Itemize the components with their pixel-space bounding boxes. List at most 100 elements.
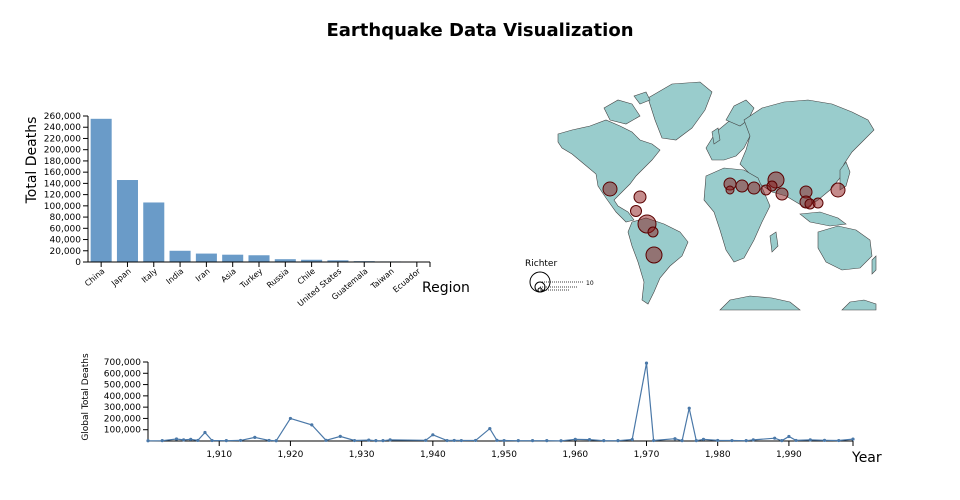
- bar-y-tick-label: 60,000: [50, 224, 82, 234]
- quake-marker: [775, 187, 789, 201]
- line-point: [146, 439, 150, 443]
- quake-marker: [735, 179, 749, 193]
- quake-marker: [647, 226, 659, 238]
- line-point: [780, 439, 784, 443]
- line-point: [502, 438, 506, 443]
- bar-y-tick-label: 120,000: [44, 191, 81, 201]
- bar-y-tick-label: 0: [75, 258, 81, 268]
- line-point: [374, 439, 378, 443]
- bar-china: [90, 118, 112, 262]
- world-map: [557, 80, 877, 311]
- quake-marker: [766, 180, 778, 192]
- line-point: [473, 438, 478, 443]
- line-point: [808, 438, 812, 442]
- land-north-america: [557, 119, 661, 223]
- bar-iran: [195, 253, 217, 262]
- line-x-tick-label: 1,960: [562, 450, 588, 460]
- line-point: [680, 439, 684, 443]
- line-x-tick-label: 1,920: [278, 450, 304, 460]
- line-point: [673, 437, 677, 441]
- richter-legend-title: Richter: [525, 259, 557, 269]
- line-point: [495, 438, 499, 442]
- line-point: [630, 437, 634, 442]
- line-point: [459, 438, 463, 443]
- bar-x-tick-label: Asia: [219, 267, 238, 285]
- line-point: [189, 437, 193, 441]
- line-x-tick-label: 1,950: [491, 450, 517, 460]
- bar-united-states: [327, 260, 349, 262]
- line-x-tick-label: 1,940: [420, 450, 446, 460]
- line-point: [424, 438, 428, 442]
- line-point: [530, 439, 535, 443]
- line-point: [488, 426, 492, 431]
- line-point: [381, 439, 385, 443]
- bar-x-axis-label: Region: [422, 280, 470, 296]
- quake-marker: [830, 182, 846, 198]
- bar-y-tick-label: 140,000: [44, 179, 81, 189]
- bar-japan: [116, 180, 138, 262]
- land-arctic-islands-2: [633, 91, 651, 105]
- land-greenland: [647, 81, 713, 141]
- line-point: [694, 439, 698, 443]
- line-y-tick-label: 500,000: [104, 381, 141, 391]
- line-y-tick-label: 400,000: [104, 392, 141, 402]
- bar-x-tick-label: China: [83, 267, 106, 289]
- bar-russia: [274, 259, 296, 262]
- land-antarctica: [719, 295, 801, 311]
- line-point: [787, 434, 791, 439]
- line-point: [851, 437, 855, 441]
- richter-legend: Richter 10: [525, 259, 594, 293]
- quake-marker: [645, 246, 663, 264]
- bar-x-tick-label: Turkey: [238, 266, 265, 290]
- quake-marker: [602, 181, 618, 197]
- land-australia: [817, 225, 873, 271]
- land-antarctica-2: [841, 299, 877, 311]
- line-point: [388, 438, 392, 442]
- line-point: [352, 438, 357, 443]
- line-point: [160, 439, 164, 443]
- line-y-tick-label: 200,000: [104, 414, 141, 424]
- page-title: Earthquake Data Visualization: [326, 20, 634, 41]
- bar-x-tick-label: Chile: [296, 267, 317, 287]
- line-point: [587, 438, 592, 442]
- line-point: [267, 438, 271, 443]
- line-point: [367, 438, 371, 442]
- line-x-axis: 1,910 1,920 1,930 1,940 1,950 1,960 1,970 1,980…: [148, 440, 854, 460]
- line-point: [751, 438, 755, 442]
- line-x-tick-label: 1,970: [634, 450, 660, 460]
- deaths-points: [146, 361, 855, 443]
- quake-marker: [725, 185, 735, 195]
- line-point: [310, 423, 314, 427]
- line-point: [196, 438, 200, 443]
- bar-turkey: [248, 255, 270, 262]
- line-point: [224, 439, 228, 443]
- line-point: [174, 437, 179, 441]
- bar-x-tick-label: Iran: [194, 267, 212, 284]
- land-uk: [711, 127, 721, 145]
- bar-y-tick-label: 100,000: [44, 202, 81, 212]
- bar-asia: [222, 254, 244, 262]
- line-point: [238, 438, 243, 443]
- bar-italy: [143, 202, 165, 262]
- bar-x-axis: China Japan Italy India Iran Asia Turkey Russia…: [83, 261, 431, 308]
- line-point: [288, 416, 293, 421]
- line-x-tick-label: 1,910: [206, 450, 232, 460]
- quake-marker: [747, 181, 761, 195]
- bar-x-tick-label: India: [165, 267, 186, 287]
- line-point: [274, 439, 278, 443]
- bar-y-tick-label: 260,000: [44, 112, 81, 122]
- line-point: [573, 437, 577, 441]
- bar-x-tick-label: Ecuador: [391, 266, 422, 294]
- line-point: [516, 439, 520, 443]
- line-point: [203, 430, 207, 435]
- line-point: [602, 439, 606, 443]
- line-point: [730, 438, 734, 443]
- bar-series: [90, 118, 428, 262]
- bar-x-tick-label: Japan: [109, 267, 133, 289]
- bar-y-tick-label: 160,000: [44, 168, 81, 178]
- line-x-tick-label: 1,980: [705, 450, 731, 460]
- quake-marker: [630, 205, 642, 217]
